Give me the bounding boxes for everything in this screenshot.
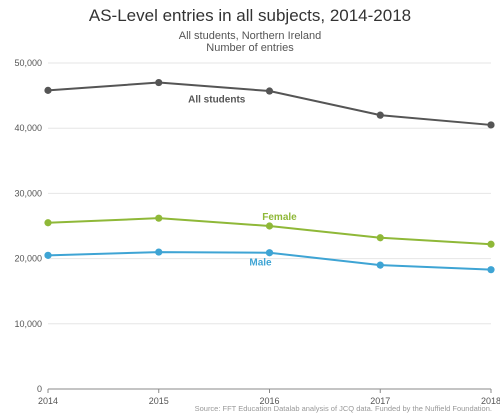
x-tick-label: 2016 (259, 396, 279, 406)
data-point (155, 78, 163, 87)
y-tick-label: 30,000 (14, 188, 42, 198)
chart-title: AS-Level entries in all subjects, 2014-2… (88, 6, 412, 25)
subtitle-line-1: All students, Northern Ireland (178, 30, 322, 42)
data-point (44, 86, 52, 94)
data-point (44, 251, 52, 259)
x-tick-label: 2015 (149, 396, 169, 406)
x-tick-label: 2018 (481, 396, 500, 406)
x-tick-label: 2014 (38, 396, 58, 406)
y-tick-label: 0 (37, 384, 42, 394)
data-point (155, 214, 163, 222)
subtitle-line-2: Number of entries (206, 42, 294, 54)
data-point (487, 266, 495, 274)
data-point (155, 248, 163, 256)
x-tick-label: 2017 (370, 396, 390, 406)
data-point (487, 121, 495, 129)
data-point (376, 234, 384, 242)
data-point (376, 111, 384, 119)
chart-subtitle: All students, Northern Ireland Number of… (0, 30, 500, 54)
series-label: Male (249, 258, 272, 269)
data-point (265, 249, 274, 257)
y-tick-label: 10,000 (14, 319, 42, 329)
y-tick-label: 20,000 (14, 254, 42, 264)
data-point (44, 219, 52, 227)
y-tick-label: 40,000 (14, 123, 42, 133)
data-point (265, 222, 274, 230)
data-point (376, 261, 384, 269)
series-label: Female (262, 212, 297, 223)
data-point (487, 240, 495, 248)
series-label: All students (188, 95, 246, 106)
y-tick-label: 50,000 (14, 58, 42, 68)
source-note: Source: FFT Education Datalab analysis o… (194, 404, 492, 413)
data-point (265, 87, 274, 95)
